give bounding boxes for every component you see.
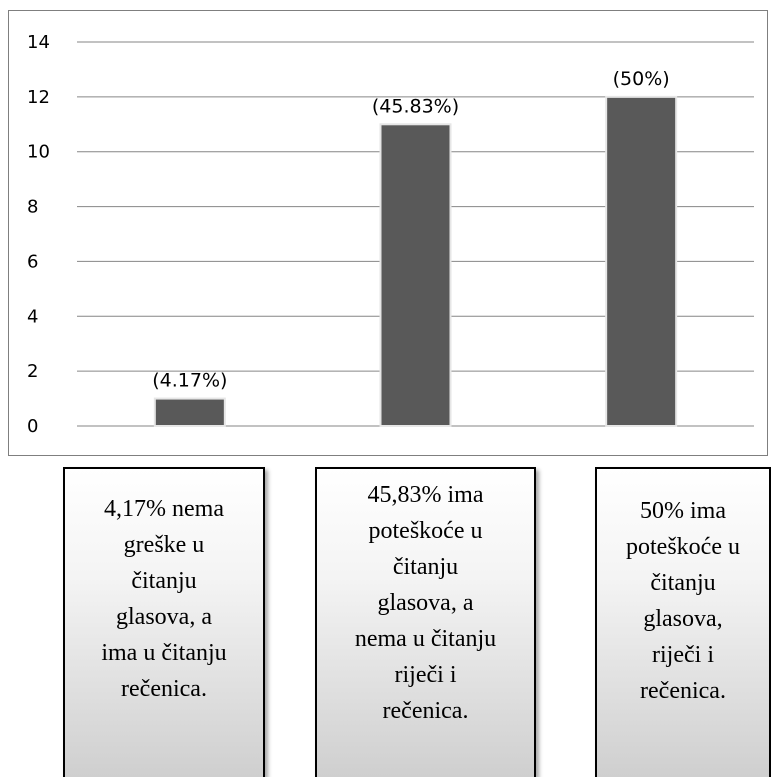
y-tick-label-0: 0 (27, 416, 38, 437)
y-tick-label-2: 2 (27, 361, 38, 382)
description-box-1: 4,17% nema greške u čitanju glasova, a i… (63, 467, 265, 777)
chart-area: 0 2 4 6 8 10 12 14 (4.17%) (45.83%) (50%) (8, 10, 768, 456)
description-box-2: 45,83% ima poteškoće u čitanju glasova, … (315, 467, 536, 777)
y-tick-label-6: 6 (27, 251, 38, 272)
description-box-3: 50% ima poteškoće u čitanju glasova, rij… (595, 467, 771, 777)
bar-2 (379, 123, 452, 428)
y-tick-label-12: 12 (27, 87, 50, 108)
bar-3 (605, 95, 678, 427)
bar-chart: 0 2 4 6 8 10 12 14 (4.17%) (45.83%) (50%) (27, 32, 754, 437)
y-tick-label-10: 10 (27, 142, 50, 163)
data-label-3: (50%) (613, 68, 670, 90)
data-label-1: (4.17%) (152, 370, 227, 392)
y-tick-label-8: 8 (27, 197, 38, 218)
bar-1 (153, 397, 226, 428)
y-tick-label-4: 4 (27, 306, 38, 327)
data-label-2: (45.83%) (372, 95, 459, 117)
y-tick-label-14: 14 (27, 32, 50, 53)
